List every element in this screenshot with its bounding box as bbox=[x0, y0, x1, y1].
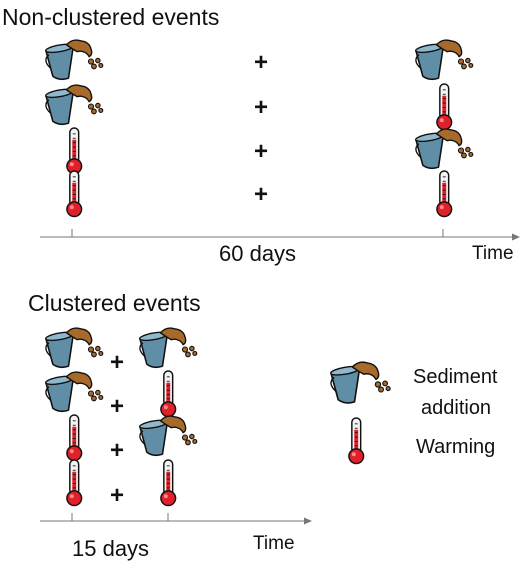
non-clustered-interval-label: 60 days bbox=[219, 241, 297, 266]
legend-bucket-pouring-sediment-icon bbox=[330, 360, 392, 404]
clustered-plus-sign: + bbox=[110, 482, 125, 509]
thermometer-icon bbox=[66, 126, 83, 174]
non-clustered-plus-sign: + bbox=[254, 138, 269, 165]
thermometer-icon bbox=[66, 169, 83, 217]
thermometer-icon bbox=[160, 458, 177, 506]
non-clustered-plus-sign: + bbox=[254, 49, 269, 76]
non-clustered-title: Non-clustered events bbox=[2, 4, 220, 30]
legend-thermometer-icon bbox=[348, 416, 365, 464]
non-clustered-plus-sign: + bbox=[254, 94, 269, 121]
clustered-plus-sign: + bbox=[110, 349, 125, 376]
thermometer-icon bbox=[66, 458, 83, 506]
clustered-time-label: Time bbox=[253, 533, 295, 554]
bucket-pouring-sediment-icon bbox=[414, 128, 473, 170]
bucket-pouring-sediment-icon bbox=[44, 39, 103, 81]
bucket-pouring-sediment-icon bbox=[44, 327, 103, 369]
bucket-pouring-sediment-icon bbox=[138, 415, 197, 457]
thermometer-icon bbox=[66, 413, 83, 461]
legend-warming-label: Warming bbox=[416, 436, 496, 458]
bucket-pouring-sediment-icon bbox=[44, 371, 103, 413]
bucket-pouring-sediment-icon bbox=[44, 84, 103, 126]
legend-sediment-label-line1: Sediment bbox=[413, 366, 498, 388]
non-clustered-time-label: Time bbox=[472, 243, 514, 264]
non-clustered-plus-sign: + bbox=[254, 181, 269, 208]
bucket-pouring-sediment-icon bbox=[138, 327, 197, 369]
non-clustered-axis-arrow bbox=[512, 233, 520, 241]
thermometer-icon bbox=[436, 82, 453, 130]
clustered-plus-sign: + bbox=[110, 393, 125, 420]
clustered-axis-arrow bbox=[304, 517, 312, 525]
legend-sediment-label-line2: addition bbox=[421, 397, 492, 419]
thermometer-icon bbox=[160, 369, 177, 417]
clustered-plus-sign: + bbox=[110, 437, 125, 464]
thermometer-icon bbox=[436, 169, 453, 217]
bucket-pouring-sediment-icon bbox=[414, 39, 473, 81]
clustered-title: Clustered events bbox=[28, 290, 201, 316]
clustered-interval-label: 15 days bbox=[72, 536, 150, 561]
